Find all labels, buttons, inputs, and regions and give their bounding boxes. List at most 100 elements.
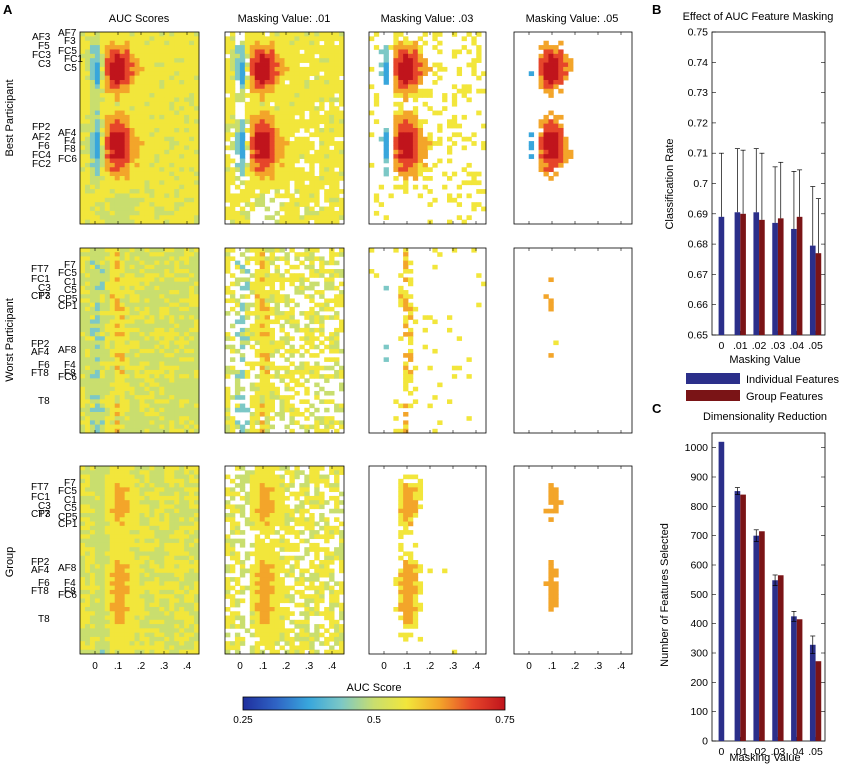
- heatmap-cell: [114, 390, 121, 396]
- heatmap-cell: [109, 369, 116, 375]
- heatmap-cell: [189, 560, 195, 565]
- heatmap-cell: [134, 542, 140, 548]
- heatmap-cell: [114, 294, 121, 299]
- heatmap-cell: [109, 269, 116, 274]
- heatmap-cell: [119, 513, 126, 518]
- heatmap-cell: [289, 58, 295, 63]
- heatmap-cell: [80, 277, 86, 283]
- heatmap-cell: [324, 53, 330, 59]
- heatmap-cell: [398, 145, 404, 151]
- heatmap-cell: [184, 290, 190, 295]
- heatmap-cell: [84, 128, 91, 133]
- heatmap-cell: [124, 513, 130, 518]
- heatmap-cell: [139, 141, 145, 146]
- heatmap-cell: [229, 219, 236, 225]
- heatmap-cell: [89, 395, 96, 400]
- heatmap-cell: [225, 411, 231, 417]
- heatmap-cell: [289, 53, 295, 59]
- heatmap-cell: [481, 145, 487, 151]
- heatmap-cell: [284, 260, 290, 266]
- heatmap-cell: [114, 66, 121, 72]
- heatmap-cell: [144, 336, 150, 341]
- heatmap-cell: [294, 215, 300, 221]
- heatmap-cell: [149, 564, 155, 569]
- heatmap-cell: [274, 290, 280, 295]
- heatmap-cell: [109, 340, 116, 346]
- heatmap-cell: [129, 215, 135, 221]
- heatmap-cell: [179, 101, 185, 107]
- heatmap-cell: [279, 407, 285, 413]
- heatmap-cell: [324, 416, 330, 421]
- heatmap-cell: [314, 361, 320, 367]
- heatmap-cell: [149, 136, 155, 142]
- heatmap-panel: [79, 31, 200, 225]
- heatmap-cell: [94, 403, 101, 409]
- heatmap-cell: [422, 88, 428, 94]
- heatmap-cell: [329, 420, 335, 425]
- heatmap-cell: [184, 306, 190, 312]
- heatmap-cell: [134, 36, 140, 42]
- heatmap-cell: [249, 145, 256, 151]
- heatmap-cell: [114, 252, 121, 257]
- heatmap-cell: [254, 395, 261, 400]
- heatmap-frame: [224, 247, 345, 434]
- heatmap-cell: [139, 132, 145, 138]
- heatmap-col-title-03: Masking Value: .03: [381, 13, 474, 25]
- heatmap-cell: [84, 568, 91, 574]
- heatmap-cell: [104, 162, 111, 168]
- heatmap-cell: [144, 530, 150, 535]
- heatmap-cell: [189, 260, 195, 266]
- heatmap-cell: [139, 487, 145, 493]
- heatmap-cell: [114, 483, 121, 488]
- heatmap-cell: [80, 101, 86, 107]
- heatmap-cell: [329, 277, 335, 283]
- heatmap-cell: [408, 132, 414, 138]
- heatmap-cell: [104, 382, 111, 388]
- heatmap-cell: [279, 281, 285, 287]
- heatmap-cell: [194, 206, 200, 212]
- heatmap-cell: [169, 555, 175, 561]
- heatmap-cell: [129, 294, 135, 299]
- heatmap-cell: [403, 353, 409, 358]
- heatmap-cell: [339, 49, 345, 55]
- heatmap-cell: [324, 315, 330, 320]
- heatmap-cell: [553, 58, 559, 63]
- heatmap-cell: [114, 123, 121, 129]
- heatmap-cell: [124, 495, 130, 501]
- heatmap-cell: [437, 141, 443, 146]
- heatmap-cell: [174, 495, 180, 501]
- heatmap-cell: [289, 264, 295, 270]
- heatmap-cell: [139, 162, 145, 168]
- heatmap-cell: [189, 378, 195, 383]
- heatmap-cell: [149, 361, 155, 367]
- heatmap-cell: [259, 40, 266, 46]
- heatmap-cell: [144, 495, 150, 501]
- heatmap-cell: [254, 167, 261, 173]
- heatmap-cell: [249, 132, 256, 138]
- heatmap-cell: [174, 365, 180, 371]
- heatmap-cell: [104, 180, 111, 186]
- heatmap-cell: [159, 269, 165, 274]
- heatmap-cell: [154, 58, 160, 63]
- heatmap-cell: [80, 167, 86, 173]
- heatmap-cell: [184, 530, 190, 535]
- heatmap-cell: [299, 71, 305, 77]
- heatmap-cell: [451, 171, 458, 177]
- heatmap-cell: [109, 206, 116, 212]
- heatmap-cell: [309, 141, 315, 146]
- heatmap-cell: [114, 378, 121, 383]
- heatmap-cell: [134, 495, 140, 501]
- heatmap-cell: [99, 504, 106, 510]
- heatmap-cell: [159, 45, 165, 50]
- heatmap-cell: [179, 123, 185, 129]
- heatmap-cell: [432, 197, 438, 203]
- heatmap-cell: [403, 332, 409, 337]
- heatmap-cell: [149, 114, 155, 120]
- heatmap-cell: [144, 128, 150, 133]
- heatmap-cell: [403, 149, 409, 155]
- heatmap-cell: [548, 162, 554, 168]
- heatmap-cell: [99, 128, 106, 133]
- heatmap-cell: [239, 319, 246, 325]
- heatmap-cell: [299, 281, 305, 287]
- heatmap-cell: [324, 197, 330, 203]
